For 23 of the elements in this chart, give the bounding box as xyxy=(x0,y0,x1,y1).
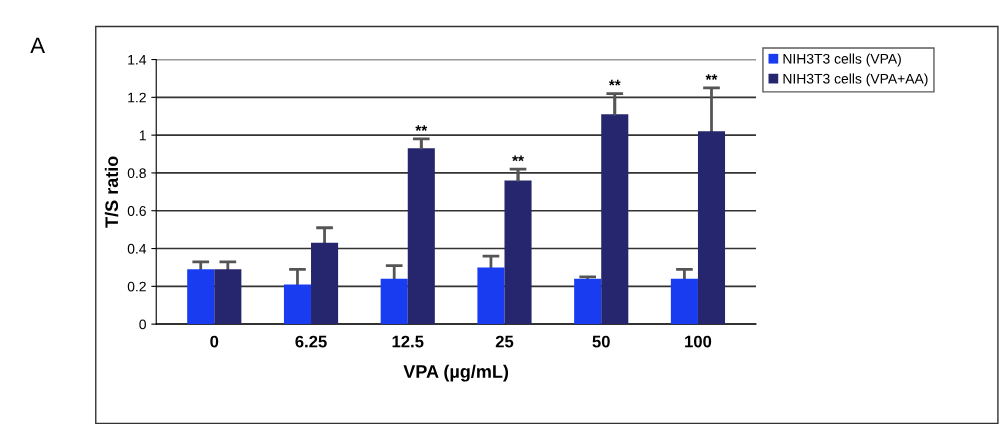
annotation: ** xyxy=(512,155,524,162)
y-tick-label: 0.6 xyxy=(127,206,146,216)
y-tick-label: 1.4 xyxy=(128,55,147,65)
x-tick-label: 12.5 xyxy=(392,335,424,348)
legend-label: NIH3T3 cells (VPA+AA) xyxy=(783,73,928,87)
y-tick-label: 0 xyxy=(139,319,146,330)
x-axis-title: VPA (µg/mL) xyxy=(403,364,509,382)
text: A xyxy=(30,37,46,53)
y-tick-label: 1 xyxy=(139,130,146,141)
x-tick-label: 25 xyxy=(495,335,514,348)
x-tick-label: 50 xyxy=(592,335,610,348)
legend-label: NIH3T3 cells (VPA) xyxy=(783,53,901,67)
annotation: ** xyxy=(705,74,718,80)
y-tick-label: 1.2 xyxy=(128,92,146,103)
y-tick-label: 0.4 xyxy=(127,243,147,254)
x-tick-label: 6.25 xyxy=(295,335,327,348)
annotation: ** xyxy=(608,79,621,86)
y-axis-title: T/S ratio xyxy=(104,156,119,228)
annotation: ** xyxy=(415,125,428,131)
y-tick-label: 0.2 xyxy=(127,281,146,292)
x-tick-label: 100 xyxy=(685,335,712,348)
x-tick-label: 0 xyxy=(210,335,219,348)
y-tick-label: 0.8 xyxy=(127,168,146,179)
